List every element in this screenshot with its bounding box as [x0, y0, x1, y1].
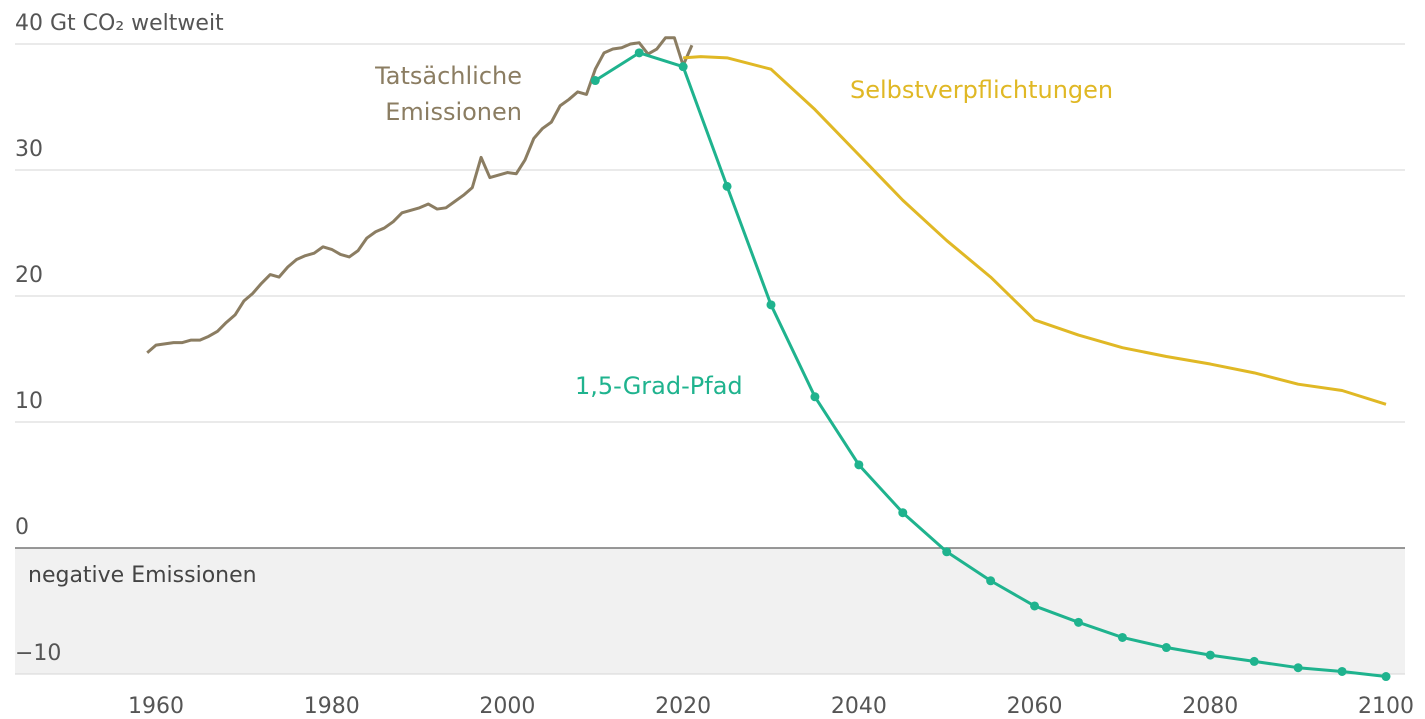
point [1117, 632, 1127, 642]
point [1030, 601, 1040, 611]
point [722, 181, 732, 191]
y-tick-label: 20 [15, 263, 43, 288]
point [1205, 650, 1215, 660]
point [1293, 663, 1303, 673]
annotation: negative Emissionen [28, 563, 257, 588]
y-tick-label: −10 [15, 641, 61, 666]
x-tick-label: 2100 [1358, 694, 1414, 719]
line [683, 55, 1387, 406]
series-label: Selbstverpflichtungen [850, 76, 1114, 104]
y-tick-label: 10 [15, 389, 43, 414]
point [942, 547, 952, 557]
point [678, 62, 688, 72]
point [766, 300, 776, 310]
point [854, 460, 864, 470]
point [1249, 656, 1259, 666]
series-label: 1,5-Grad-Pfad [575, 372, 743, 400]
point [898, 508, 908, 518]
point [1074, 617, 1083, 627]
x-tick-label: 2060 [1007, 694, 1063, 719]
y-tick-label: 40 Gt CO₂ weltweit [15, 11, 224, 36]
y-tick-label: 30 [15, 137, 43, 162]
x-tick-label: 2020 [655, 694, 711, 719]
point [1381, 672, 1391, 682]
x-tick-label: 2000 [479, 694, 535, 719]
x-tick-label: 1960 [128, 694, 184, 719]
y-tick-label: 0 [15, 515, 29, 540]
x-tick-label: 1980 [304, 694, 360, 719]
point [1337, 666, 1347, 676]
point [986, 576, 996, 586]
line [146, 36, 694, 354]
series-label: Tatsächliche Emissionen [375, 62, 522, 126]
point [590, 76, 600, 86]
point [810, 392, 820, 402]
point [634, 48, 644, 58]
x-tick-label: 2080 [1182, 694, 1238, 719]
point [1161, 643, 1171, 653]
negative-region [15, 548, 1405, 674]
x-tick-label: 2040 [831, 694, 887, 719]
